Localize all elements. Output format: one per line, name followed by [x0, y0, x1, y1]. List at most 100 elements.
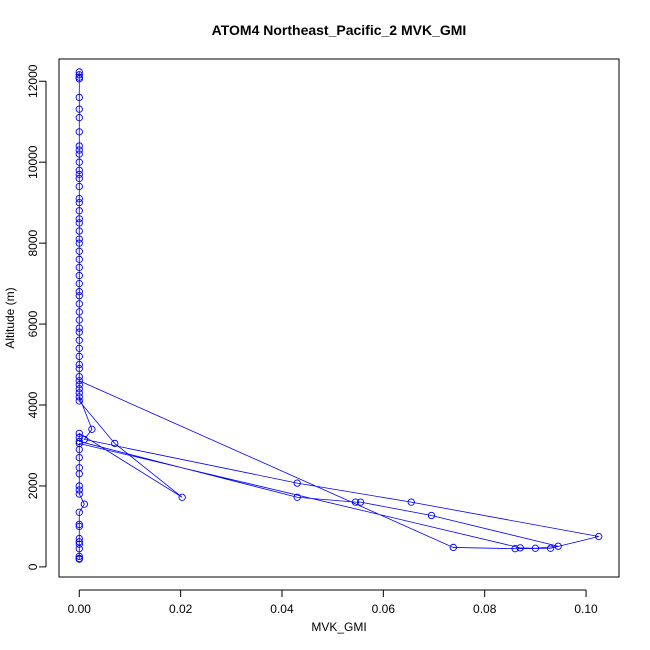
data-point — [75, 397, 83, 405]
data-point — [75, 316, 83, 324]
data-point — [75, 219, 83, 227]
data-point — [75, 377, 83, 385]
data-point — [75, 486, 83, 494]
series-points — [75, 68, 603, 563]
data-point — [75, 453, 83, 462]
data-point — [356, 498, 365, 506]
x-tick-label: 0.08 — [473, 602, 497, 616]
data-point — [75, 166, 83, 174]
data-point — [75, 445, 83, 454]
data-point — [178, 493, 186, 501]
data-point — [75, 128, 83, 136]
y-tick-label: 12000 — [26, 64, 40, 98]
data-point — [75, 263, 83, 272]
data-point — [75, 170, 83, 178]
data-point — [75, 271, 83, 280]
y-axis: 0 2000 4000 6000 8000 10000 12000 — [26, 64, 47, 570]
data-point — [293, 479, 301, 487]
data-point — [75, 105, 83, 113]
data-point — [111, 439, 119, 448]
data-point — [75, 158, 83, 166]
data-point — [75, 292, 83, 300]
data-point — [75, 235, 83, 243]
data-point — [75, 194, 83, 203]
data-point — [427, 511, 436, 520]
data-point — [75, 393, 83, 401]
y-axis-label: Altitude (m) — [3, 287, 17, 348]
y-tick-label: 8000 — [26, 229, 40, 256]
data-point — [75, 552, 83, 561]
data-point — [75, 68, 83, 76]
data-point — [511, 545, 519, 553]
data-point — [75, 324, 83, 332]
data-point — [75, 381, 83, 389]
data-point — [75, 93, 83, 102]
x-tick-label: 0.06 — [372, 602, 396, 616]
data-point — [516, 544, 524, 552]
data-point — [531, 544, 540, 552]
data-point — [546, 544, 555, 552]
data-point — [75, 146, 83, 154]
data-point — [75, 540, 83, 548]
chart-title: ATOM4 Northeast_Pacific_2 MVK_GMI — [212, 22, 467, 38]
data-point — [75, 437, 83, 446]
data-point — [75, 344, 83, 352]
y-tick-label: 6000 — [26, 310, 40, 337]
data-point — [407, 498, 415, 506]
data-point — [75, 538, 83, 546]
data-point — [75, 182, 83, 191]
data-point — [351, 498, 360, 506]
data-point — [75, 279, 83, 288]
y-tick-label: 2000 — [26, 472, 40, 499]
data-point — [75, 75, 83, 83]
data-point — [75, 308, 83, 316]
data-point — [75, 215, 83, 223]
data-point — [75, 336, 83, 344]
data-point — [80, 435, 88, 444]
data-point — [75, 482, 83, 490]
data-point — [75, 328, 83, 336]
data-point — [75, 470, 83, 478]
data-point — [75, 300, 83, 308]
data-point — [75, 360, 83, 369]
data-point — [75, 114, 83, 122]
data-point — [75, 364, 83, 373]
data-point — [75, 389, 83, 397]
data-point — [75, 385, 83, 393]
data-point — [80, 500, 88, 508]
plot-frame — [58, 58, 620, 578]
series-line — [78, 71, 599, 560]
data-point — [75, 207, 83, 215]
x-axis-label: MVK_GMI — [311, 620, 366, 634]
y-tick-label: 0 — [26, 563, 40, 570]
data-point — [75, 520, 83, 529]
x-tick-label: 0.00 — [68, 602, 92, 616]
data-point — [75, 534, 83, 543]
data-point — [75, 174, 83, 183]
data-point — [75, 142, 83, 150]
data-point — [88, 425, 96, 433]
data-point — [554, 542, 562, 550]
data-point — [75, 545, 83, 553]
data-point — [75, 522, 83, 531]
data-point — [75, 227, 83, 235]
data-point — [75, 288, 83, 296]
y-tick-label: 4000 — [26, 391, 40, 418]
data-point — [75, 490, 83, 498]
data-point — [75, 239, 83, 247]
data-point — [75, 150, 83, 158]
x-tick-label: 0.04 — [270, 602, 294, 616]
x-tick-label: 0.10 — [574, 602, 598, 616]
y-tick-label: 10000 — [26, 145, 40, 179]
series-lines — [78, 71, 599, 560]
data-point — [75, 555, 83, 563]
x-tick-label: 0.02 — [169, 602, 193, 616]
data-point — [75, 199, 83, 207]
data-point — [75, 373, 83, 381]
data-point — [75, 352, 83, 361]
data-point — [75, 255, 83, 263]
data-point — [293, 493, 301, 501]
data-point — [75, 508, 83, 516]
x-axis: 0.00 0.02 0.04 0.06 0.08 0.10 — [68, 589, 598, 616]
